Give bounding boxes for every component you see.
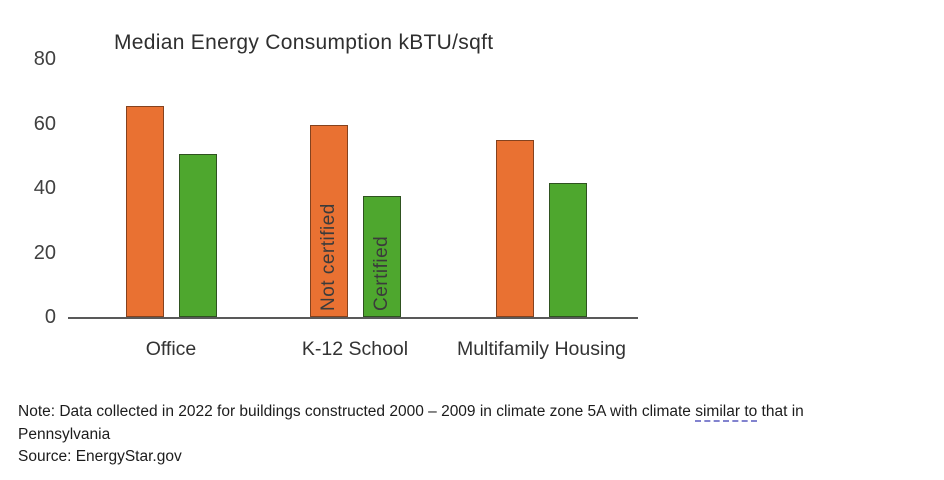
- chart-title: Median Energy Consumption kBTU/sqft: [114, 31, 494, 54]
- series-label-not-certified: Not certified: [317, 203, 339, 311]
- x-category-label-k-12-school: K-12 School: [301, 338, 409, 360]
- bar-office-certified: [178, 154, 217, 317]
- bar-k-12-school-not-certified: [309, 125, 348, 317]
- y-tick-label-0: 0: [44, 306, 56, 328]
- x-category-label-multifamily-housing: Multifamily Housing: [456, 338, 627, 360]
- x-axis-line: [68, 317, 638, 319]
- bar-multifamily-housing-certified: [549, 183, 587, 317]
- bar-office-not-certified: [125, 105, 164, 317]
- x-category-label-office: Office: [145, 338, 197, 360]
- note-line2: Pennsylvania: [18, 425, 111, 443]
- series-label-certified: Certified: [370, 235, 392, 311]
- grammar-underlined-text: similar to: [695, 403, 758, 422]
- note-text-tail: that in: [757, 403, 804, 420]
- y-tick-label-20: 20: [33, 241, 56, 264]
- note-text: Note: Data collected in 2022 for buildin…: [18, 403, 696, 420]
- footnote: Note: Data collected in 2022 for buildin…: [18, 401, 934, 469]
- source-text: Source: EnergyStar.gov: [18, 448, 182, 465]
- y-tick-label-40: 40: [33, 177, 56, 199]
- y-tick-label-80: 80: [33, 48, 56, 70]
- y-tick-label-60: 60: [33, 112, 56, 135]
- bar-k-12-school-certified: [362, 196, 401, 317]
- bar-multifamily-housing-not-certified: [496, 139, 534, 317]
